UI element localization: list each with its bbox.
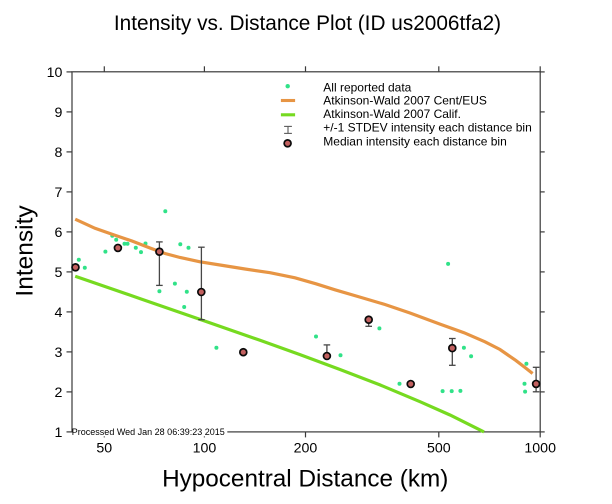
svg-text:50: 50	[96, 441, 112, 457]
svg-text:100: 100	[193, 441, 217, 457]
svg-text:1: 1	[55, 425, 63, 441]
svg-text:3: 3	[55, 345, 63, 361]
svg-text:200: 200	[294, 441, 318, 457]
svg-text:All reported data: All reported data	[323, 81, 411, 95]
svg-text:Processed Wed Jan 28 06:39:23: Processed Wed Jan 28 06:39:23 2015	[72, 427, 225, 437]
svg-text:7: 7	[55, 185, 63, 201]
svg-text:Atkinson-Wald 2007 Cent/EUS: Atkinson-Wald 2007 Cent/EUS	[323, 93, 487, 107]
svg-text:10: 10	[47, 65, 63, 81]
svg-text:2: 2	[55, 385, 63, 401]
svg-text:Intensity: Intensity	[11, 205, 38, 297]
svg-text:5: 5	[55, 265, 63, 281]
svg-text:1000: 1000	[524, 441, 556, 457]
svg-text:Intensity vs. Distance Plot (I: Intensity vs. Distance Plot (ID us2006tf…	[114, 12, 501, 35]
svg-text:Median intensity each distance: Median intensity each distance bin	[323, 135, 506, 149]
svg-text:+/-1 STDEV intensity each dist: +/-1 STDEV intensity each distance bin	[323, 121, 531, 135]
svg-text:9: 9	[55, 105, 63, 121]
svg-text:8: 8	[55, 145, 63, 161]
svg-text:4: 4	[55, 305, 63, 321]
svg-text:500: 500	[427, 441, 451, 457]
svg-text:6: 6	[55, 225, 63, 241]
svg-text:Atkinson-Wald 2007 Calif.: Atkinson-Wald 2007 Calif.	[323, 107, 461, 121]
svg-text:Hypocentral Distance (km): Hypocentral Distance (km)	[162, 465, 448, 492]
